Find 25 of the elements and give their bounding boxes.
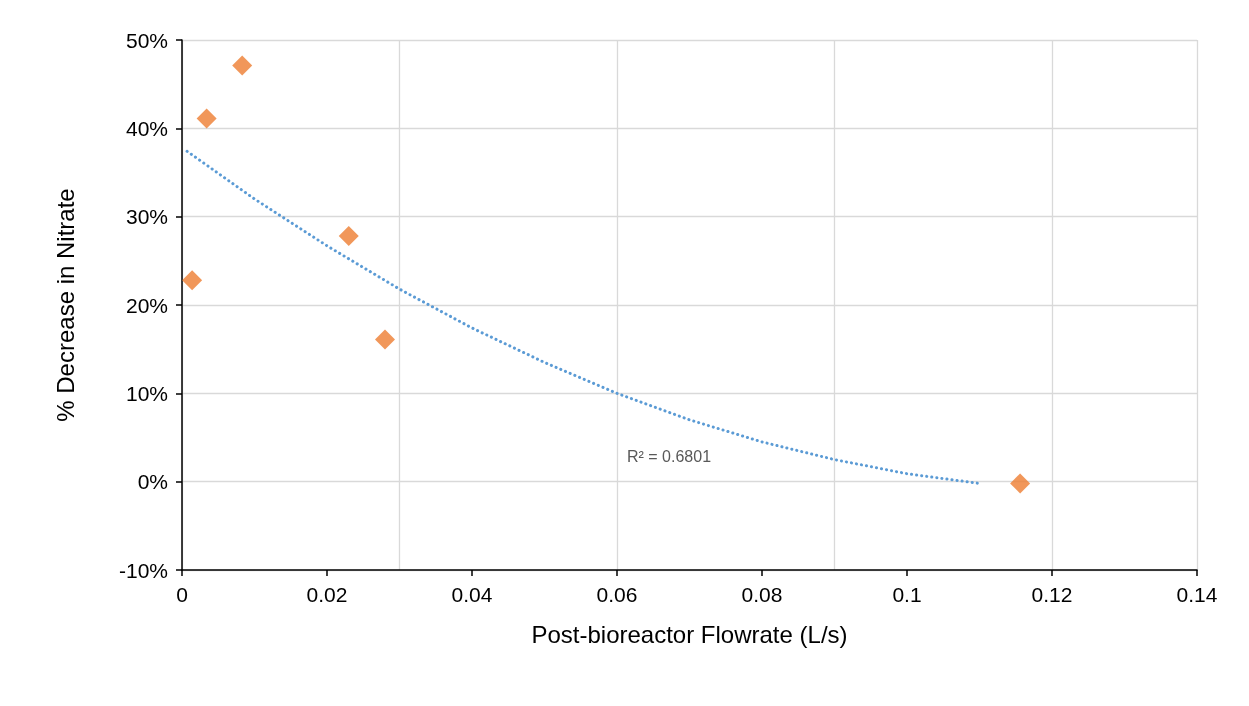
x-tick-label: 0.08 <box>741 583 783 606</box>
point <box>1010 473 1031 494</box>
line-series <box>185 149 981 485</box>
y-tick-label: 20% <box>125 293 168 317</box>
y-tick-label: -10% <box>118 558 168 582</box>
x-tick-label: 0.06 <box>596 583 638 606</box>
y-tick-label: 10% <box>125 381 168 405</box>
point <box>375 329 395 350</box>
x-tick-label: 0.1 <box>892 583 922 606</box>
point <box>338 226 359 247</box>
x-tick-label: 0.14 <box>1176 583 1218 606</box>
point <box>196 108 217 129</box>
x-tick-label: 0 <box>176 583 188 606</box>
annotation: R² = 0.6801 <box>627 447 712 465</box>
x-tick-label: 0.02 <box>306 583 348 606</box>
y-tick-label: 0% <box>137 470 168 494</box>
y-tick-label: 40% <box>125 116 168 140</box>
point <box>182 270 203 291</box>
y-axis-title: % Decrease in Nitrate <box>51 188 79 422</box>
x-tick-label: 0.04 <box>451 583 493 606</box>
y-tick-label: 50% <box>125 28 168 52</box>
x-axis-title: Post-bioreactor Flowrate (L/s) <box>531 620 848 648</box>
x-tick-label: 0.12 <box>1031 583 1073 606</box>
point <box>232 55 253 76</box>
y-tick-label: 30% <box>125 205 168 229</box>
